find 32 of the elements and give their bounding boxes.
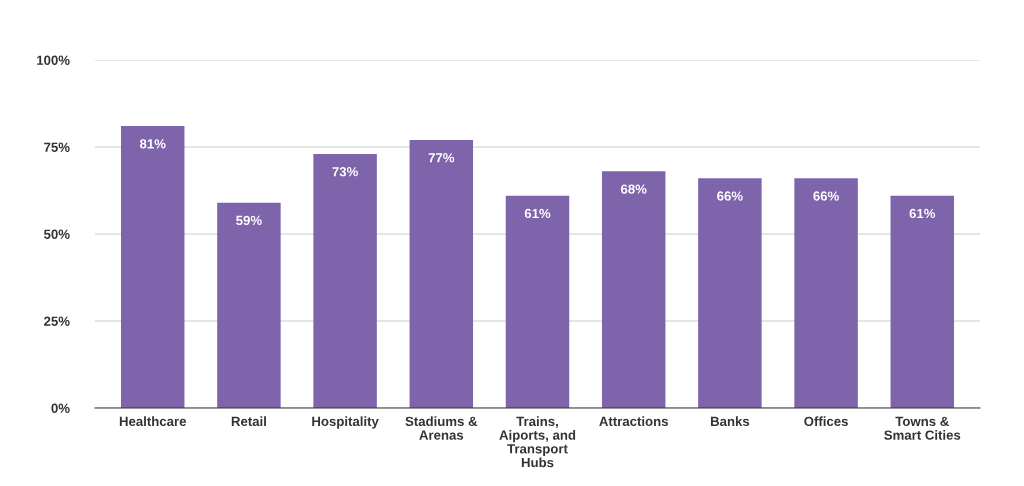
bar xyxy=(505,195,570,408)
x-tick-label: Stadiums & Arenas xyxy=(405,416,478,440)
x-tick-label: Towns & Smart Cities xyxy=(884,416,961,440)
x-tick-label: Banks xyxy=(710,416,750,427)
y-tick-label: 25% xyxy=(44,316,70,326)
x-tick-label: Attractions xyxy=(599,416,668,427)
bar xyxy=(409,140,474,408)
data-label: 81% xyxy=(139,139,166,149)
data-label: 73% xyxy=(332,167,358,177)
bar xyxy=(794,178,858,408)
data-label: 77% xyxy=(428,153,455,163)
bar xyxy=(313,153,377,408)
data-label: 61% xyxy=(524,208,551,219)
bar xyxy=(890,195,955,408)
data-label: 66% xyxy=(813,191,839,201)
y-tick-label: 50% xyxy=(44,229,70,239)
data-label: 61% xyxy=(909,208,936,219)
y-tick-label: 100% xyxy=(37,55,70,65)
y-tick-label: 0% xyxy=(51,403,70,413)
bar xyxy=(217,202,281,408)
x-tick-label: Offices xyxy=(804,416,848,427)
bar xyxy=(698,178,762,408)
x-tick-label: Trains, Aiports, and Transport Hubs xyxy=(499,416,576,468)
x-tick-label: Hospitality xyxy=(312,416,379,429)
x-tick-label: Retail xyxy=(231,416,266,427)
data-label: 59% xyxy=(236,215,262,226)
y-tick-label: 75% xyxy=(44,142,70,152)
data-label: 66% xyxy=(717,191,743,201)
data-label: 68% xyxy=(620,184,647,194)
bar xyxy=(601,171,666,408)
x-tick-label: Healthcare xyxy=(119,416,187,427)
bar xyxy=(120,126,185,408)
